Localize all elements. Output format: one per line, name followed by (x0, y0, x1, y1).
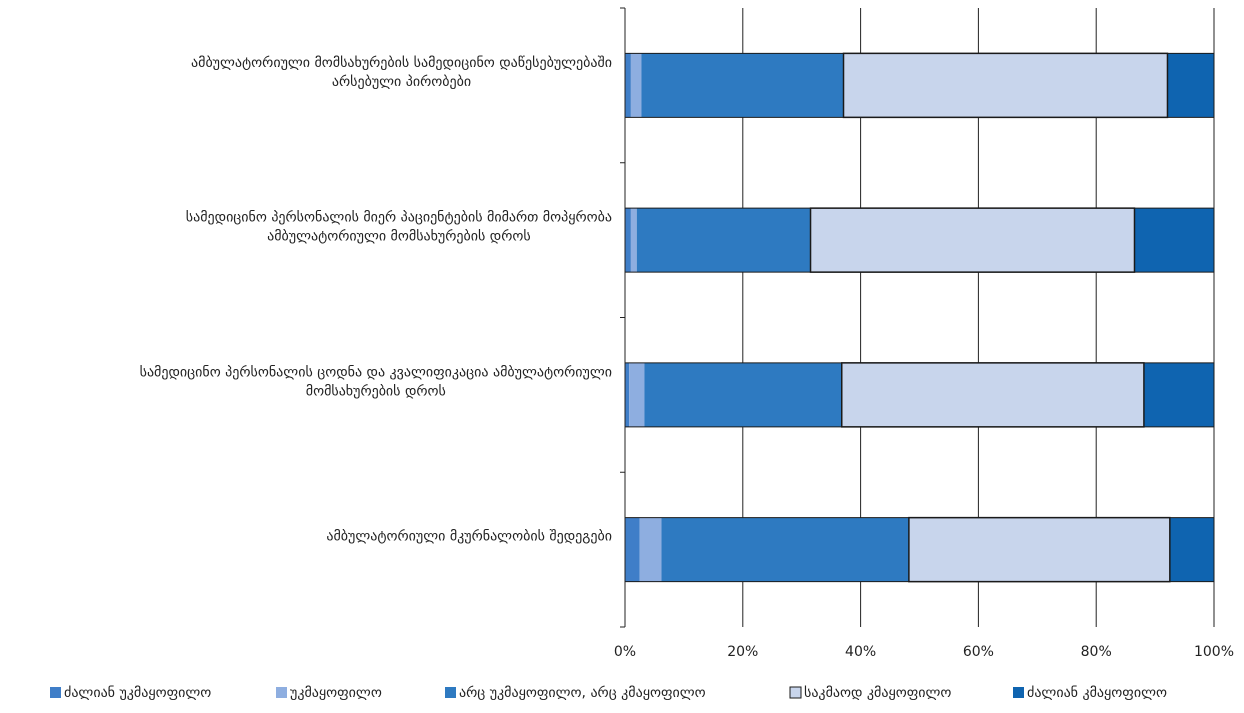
bar-segment (625, 362, 630, 427)
legend-label: ძალიან კმაყოფილო (1027, 685, 1167, 701)
bar-segment (908, 517, 1170, 582)
category-label: ამბულატორიული მომსახურების სამედიცინო და… (191, 54, 612, 71)
bar-segment (843, 53, 1168, 118)
legend-swatch (789, 686, 802, 699)
category-label: ამბულატორიული მომსახურების დროს (267, 228, 531, 245)
bar-segment (661, 517, 909, 582)
bar-segment (1134, 208, 1214, 273)
x-tick-label: 40% (845, 644, 876, 660)
bar-segment (1167, 53, 1214, 118)
x-tick-label: 100% (1194, 644, 1234, 660)
category-label: სამედიცინო პერსონალის მიერ პაციენტების მ… (186, 209, 612, 226)
legend-swatch (445, 687, 456, 698)
category-label: არსებული პირობები (332, 73, 471, 90)
legend-label: არც უკმაყოფილო, არც კმაყოფილო (459, 684, 706, 701)
legend: ძალიან უკმაყოფილო უკმაყოფილო არც უკმაყოფილ… (50, 684, 1167, 701)
bar-segment (636, 208, 811, 273)
bars (624, 52, 1215, 583)
bar-segment (625, 208, 631, 273)
category-label: სამედიცინო პერსონალის ცოდნა და კვალიფიკა… (140, 363, 612, 380)
bar-segment (625, 517, 640, 582)
x-tick-label: 0% (614, 644, 636, 660)
bar-segment (639, 517, 662, 582)
legend-label: საკმაოდ კმაყოფილო (804, 685, 951, 701)
bar-segment (630, 208, 637, 273)
category-labels: ამბულატორიული მომსახურების სამედიცინო და… (140, 54, 612, 545)
legend-swatch (276, 687, 287, 698)
legend-swatch (1013, 687, 1024, 698)
axes (620, 7, 626, 628)
bar-segment (641, 53, 844, 118)
bar-segment (810, 208, 1135, 273)
bar-segment (841, 362, 1144, 427)
x-tick-label: 20% (727, 644, 758, 660)
bar-segment (1143, 362, 1214, 427)
x-tick-labels: 0% 20% 40% 60% 80% 100% (614, 644, 1234, 660)
legend-swatch (50, 687, 61, 698)
legend-label: ძალიან უკმაყოფილო (64, 685, 211, 701)
bar-segment (1169, 517, 1214, 582)
x-tick-label: 80% (1081, 644, 1112, 660)
bar-segment (629, 362, 645, 427)
category-label: მომსახურების დროს (306, 382, 446, 399)
category-label: ამბულატორიული მკურნალობის შედეგები (326, 528, 612, 545)
bar-segment (625, 53, 631, 118)
bar-segment (644, 362, 842, 427)
x-tick-label: 60% (963, 644, 994, 660)
legend-label: უკმაყოფილო (290, 685, 382, 701)
bar-segment (630, 53, 642, 118)
